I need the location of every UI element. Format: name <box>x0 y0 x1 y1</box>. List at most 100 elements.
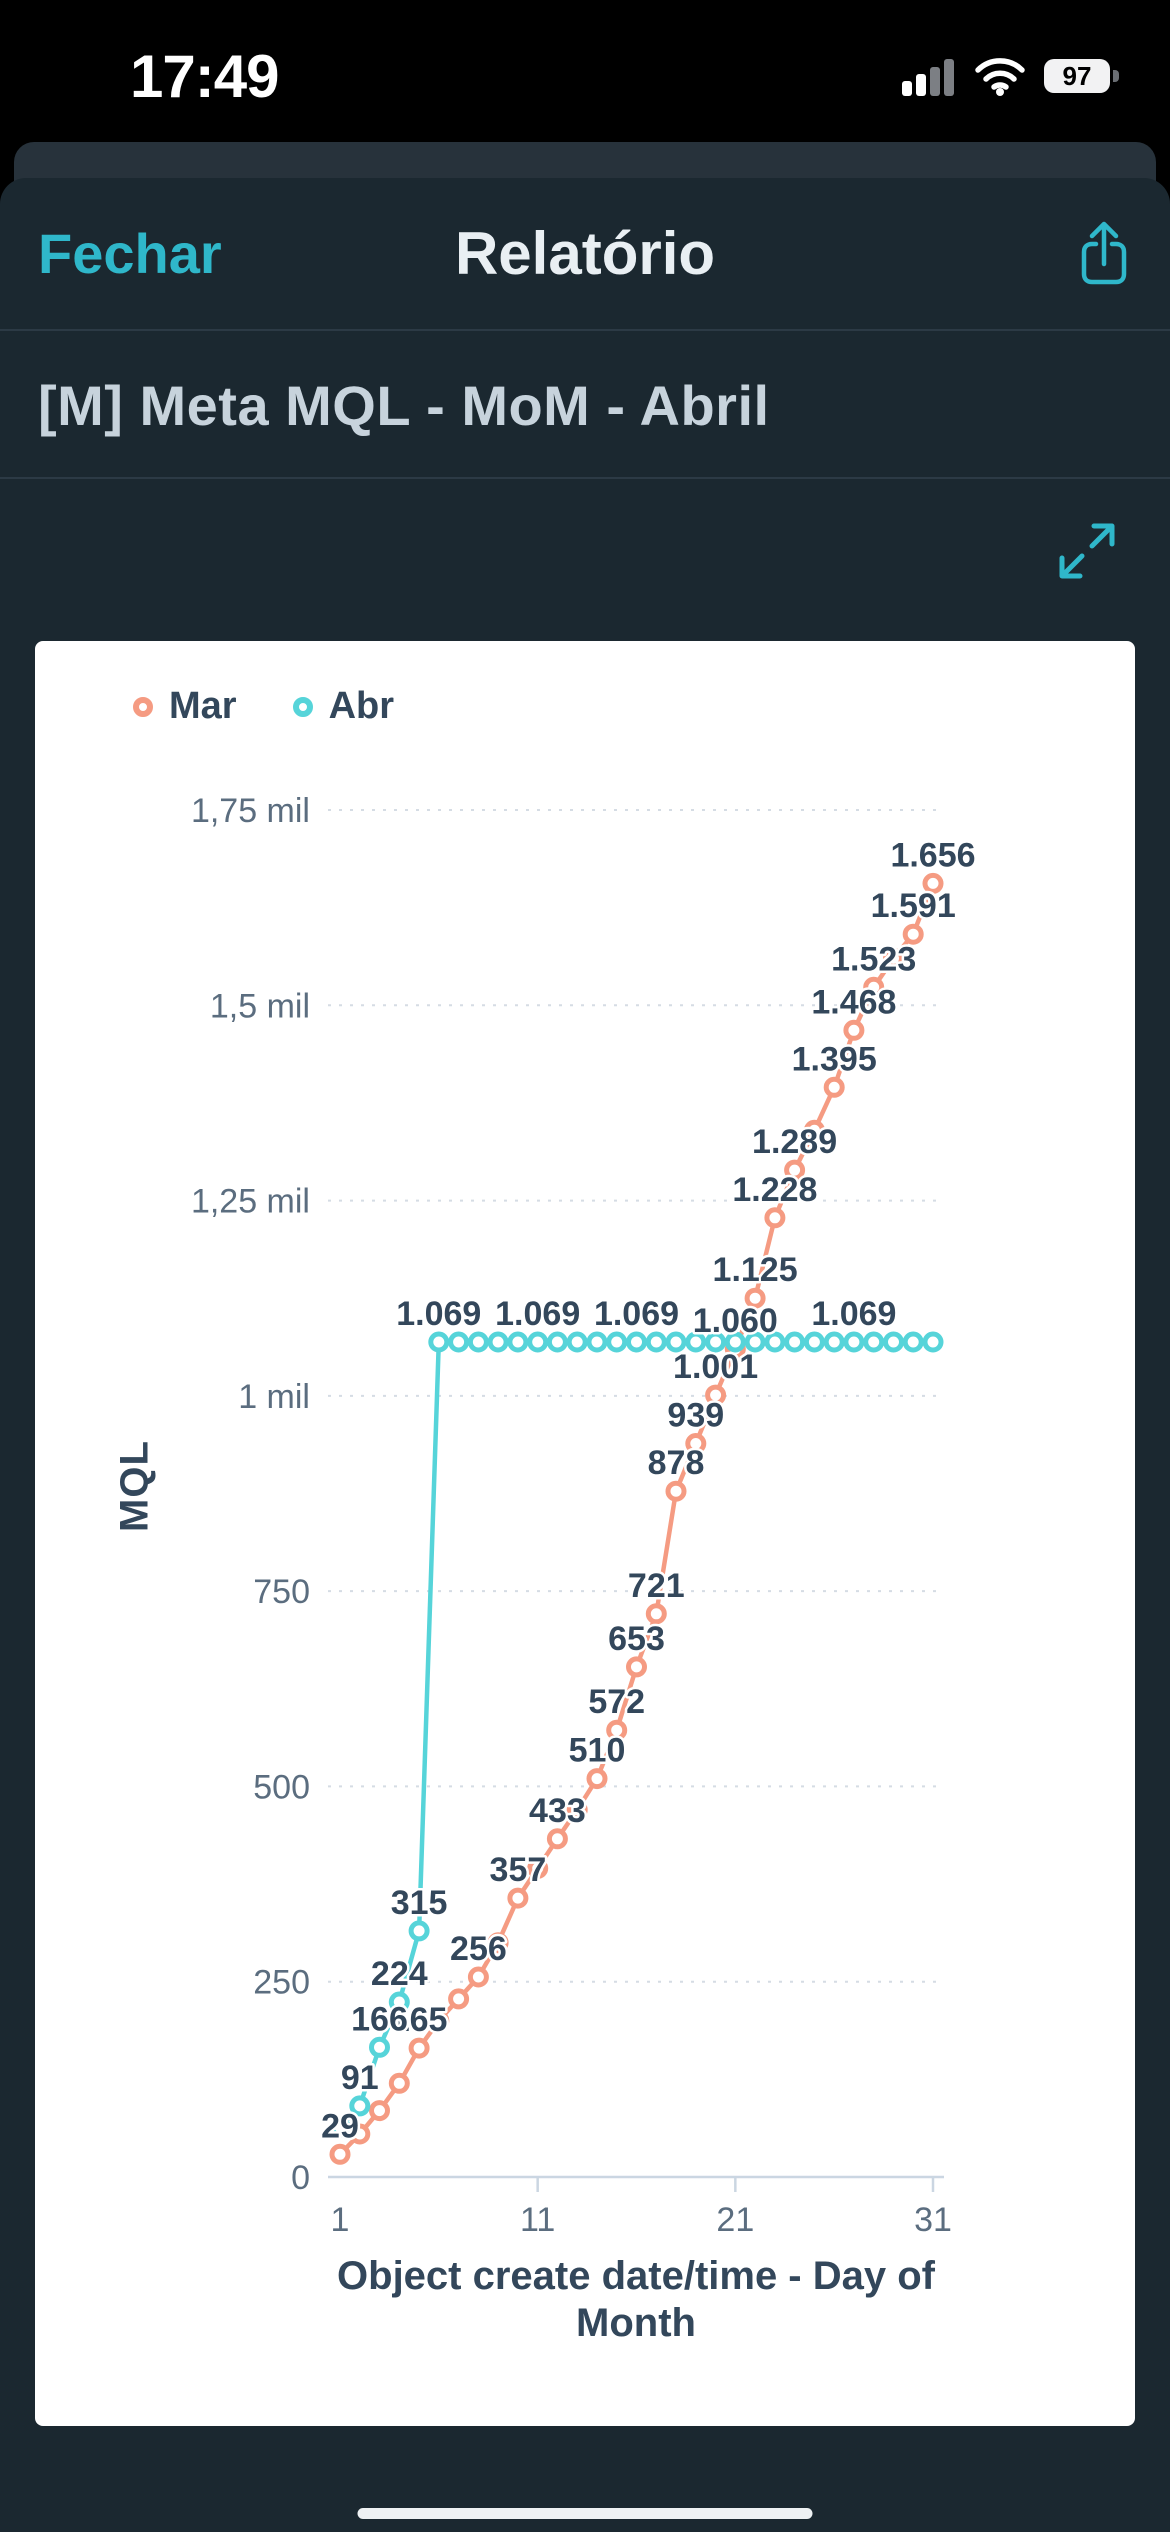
data-point-abr[interactable] <box>546 1331 568 1353</box>
wifi-icon <box>975 58 1025 96</box>
x-axis-title: Object create date/time - Day of Month <box>337 2254 935 2346</box>
data-point-mar[interactable] <box>467 1966 489 1988</box>
data-point-mar[interactable] <box>507 1887 529 1909</box>
abr-series-marker-icon <box>292 696 313 717</box>
expand-icon <box>1059 523 1115 579</box>
data-point-mar[interactable] <box>665 1480 687 1502</box>
data-point-abr[interactable] <box>922 1331 944 1353</box>
data-point-mar[interactable] <box>764 1207 786 1229</box>
status-icons: 97 <box>902 56 1119 96</box>
y-tick-label: 1,75 mil <box>191 792 310 830</box>
data-point-abr[interactable] <box>705 1331 727 1353</box>
data-point-mar[interactable] <box>448 1988 470 2010</box>
data-point-abr[interactable] <box>685 1331 707 1353</box>
data-point-abr[interactable] <box>448 1331 470 1353</box>
data-point-abr[interactable] <box>467 1331 489 1353</box>
data-point-mar[interactable] <box>566 1799 588 1821</box>
legend-item-mar[interactable]: Mar <box>133 685 237 728</box>
data-point-abr[interactable] <box>724 1331 746 1353</box>
data-point-mar[interactable] <box>863 976 885 998</box>
data-label: 721 <box>628 1567 685 1605</box>
data-point-abr[interactable] <box>843 1331 865 1353</box>
data-point-abr[interactable] <box>408 1920 430 1942</box>
data-label: 1.069 <box>396 1295 481 1333</box>
data-point-mar[interactable] <box>843 1019 865 1041</box>
data-point-mar[interactable] <box>645 1603 667 1625</box>
data-point-mar[interactable] <box>744 1287 766 1309</box>
battery-percentage: 97 <box>1062 60 1092 91</box>
data-point-abr[interactable] <box>507 1331 529 1353</box>
data-label: 939 <box>667 1397 724 1435</box>
data-point-mar[interactable] <box>546 1828 568 1850</box>
data-point-mar[interactable] <box>586 1768 608 1790</box>
data-label: 433 <box>529 1792 586 1830</box>
data-point-abr[interactable] <box>369 2036 390 2058</box>
x-tick-label: 1 <box>331 2201 350 2239</box>
data-label: 1.395 <box>792 1040 877 1078</box>
data-point-mar[interactable] <box>329 2143 351 2165</box>
status-time: 17:49 <box>130 43 279 110</box>
report-title-bar: [M] Meta MQL - MoM - Abril <box>0 333 1170 479</box>
data-point-mar[interactable] <box>527 1857 549 1879</box>
data-point-mar[interactable] <box>883 947 904 969</box>
data-point-mar[interactable] <box>428 2010 450 2032</box>
data-point-mar[interactable] <box>803 1119 825 1141</box>
data-point-abr[interactable] <box>566 1331 588 1353</box>
data-point-abr[interactable] <box>329 2116 351 2138</box>
data-point-mar[interactable] <box>922 872 944 894</box>
data-label: 510 <box>569 1732 626 1770</box>
data-point-mar[interactable] <box>487 1932 509 1954</box>
data-point-abr[interactable] <box>863 1331 885 1353</box>
data-point-mar[interactable] <box>408 2037 430 2059</box>
data-point-abr[interactable] <box>487 1331 509 1353</box>
report-title: [M] Meta MQL - MoM - Abril <box>38 373 770 437</box>
home-indicator[interactable] <box>357 2508 813 2519</box>
data-point-abr[interactable] <box>883 1331 904 1353</box>
expand-button[interactable] <box>1056 520 1118 582</box>
data-point-mar[interactable] <box>388 2072 410 2094</box>
data-label: 1.289 <box>752 1123 837 1161</box>
data-point-abr[interactable] <box>823 1331 845 1353</box>
data-point-abr[interactable] <box>527 1331 549 1353</box>
data-point-abr[interactable] <box>388 1991 410 2013</box>
data-point-mar[interactable] <box>685 1433 707 1454</box>
chart-card: Mar Abr 0 250 500 750 1 mil 1,25 mil 1,5 mil 1,… <box>35 641 1135 2426</box>
data-point-mar[interactable] <box>784 1159 806 1181</box>
data-point-mar[interactable] <box>902 923 924 945</box>
data-point-mar[interactable] <box>823 1076 845 1098</box>
data-label: 256 <box>450 1930 507 1968</box>
data-label: 91 <box>341 2059 379 2097</box>
data-label: 653 <box>608 1620 665 1658</box>
data-point-abr[interactable] <box>665 1331 687 1353</box>
data-point-abr[interactable] <box>764 1331 786 1353</box>
data-point-abr[interactable] <box>784 1331 806 1353</box>
share-button[interactable] <box>1076 218 1132 290</box>
data-label: 1.069 <box>811 1295 896 1333</box>
data-label: 315 <box>391 1884 448 1922</box>
data-point-abr[interactable] <box>902 1331 924 1353</box>
data-point-abr[interactable] <box>626 1331 647 1353</box>
data-point-abr[interactable] <box>645 1331 667 1353</box>
data-point-mar[interactable] <box>705 1384 727 1406</box>
data-point-mar[interactable] <box>626 1656 647 1678</box>
data-point-mar[interactable] <box>369 2100 390 2122</box>
data-label: 878 <box>648 1444 705 1482</box>
mar-series-marker-icon <box>133 696 153 717</box>
close-button[interactable]: Fechar <box>38 222 222 285</box>
data-point-abr[interactable] <box>428 1331 450 1353</box>
data-point-abr[interactable] <box>349 2095 371 2117</box>
data-label: 1.523 <box>831 940 916 978</box>
y-axis-title: MQL <box>112 1440 157 1532</box>
data-point-abr[interactable] <box>606 1331 628 1353</box>
nav-bar: Fechar Relatório <box>0 178 1170 331</box>
data-label: 1.591 <box>871 887 956 925</box>
data-point-abr[interactable] <box>744 1331 766 1353</box>
data-point-abr[interactable] <box>803 1331 825 1353</box>
data-point-abr[interactable] <box>586 1331 608 1353</box>
data-point-mar[interactable] <box>349 2123 371 2145</box>
legend-item-abr[interactable]: Abr <box>292 685 394 728</box>
share-icon <box>1081 221 1127 284</box>
data-point-mar[interactable] <box>606 1719 628 1741</box>
